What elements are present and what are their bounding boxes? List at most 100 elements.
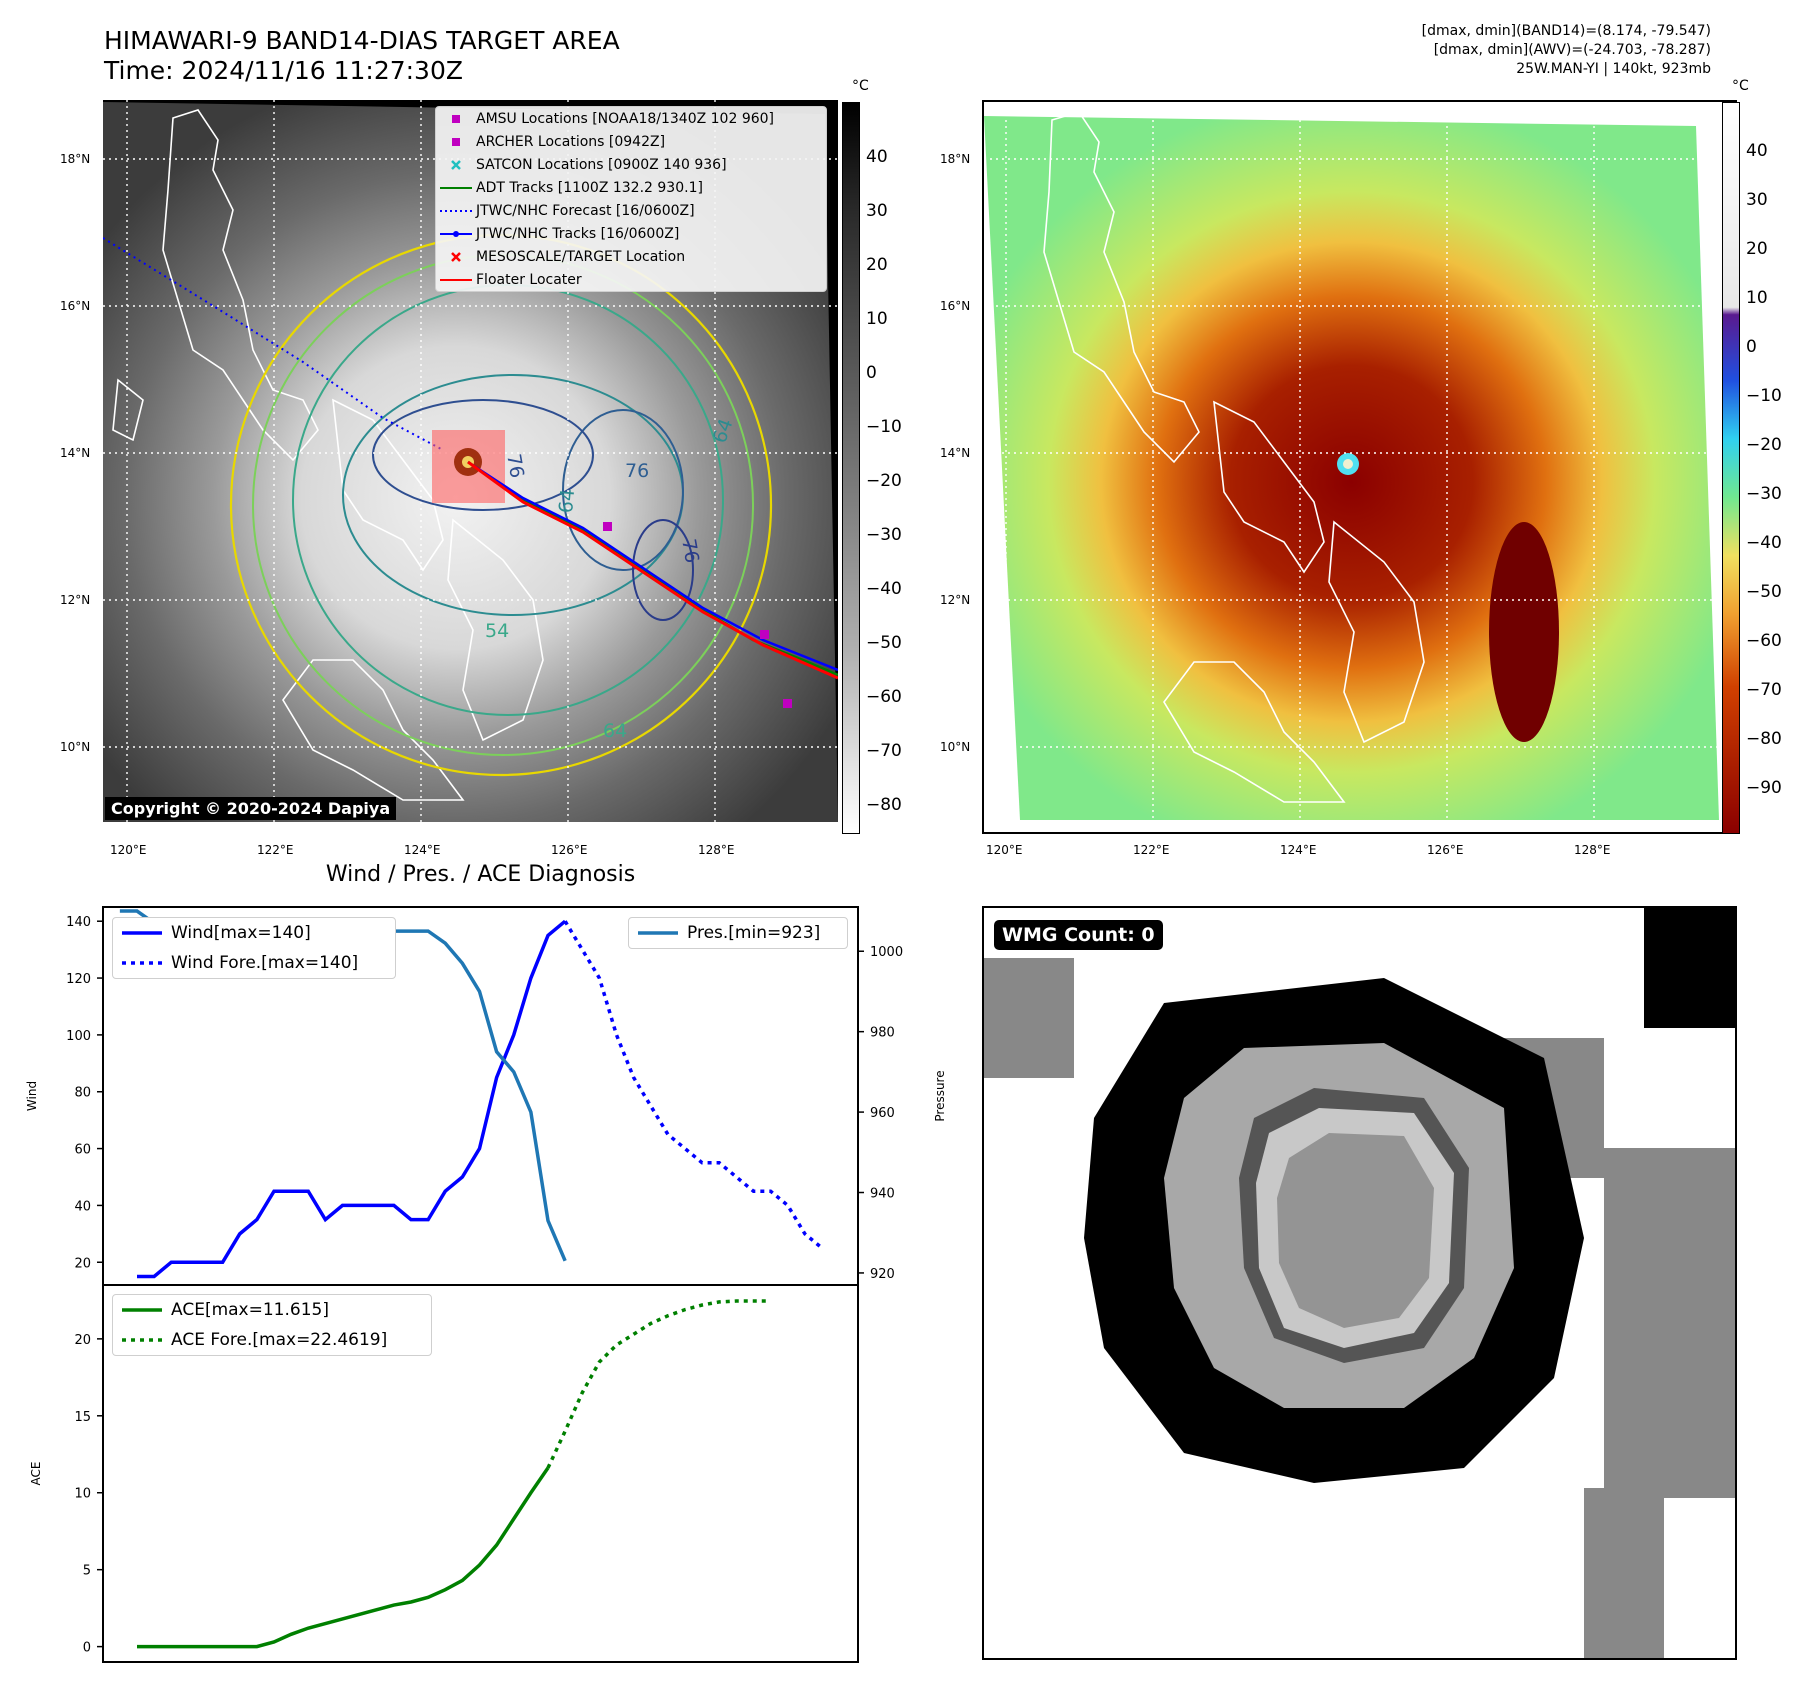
pres-legend: Pres.[min=923] [628, 917, 848, 949]
colorbar2-tick: −40 [1746, 533, 1782, 553]
lon-label: 124°E [1280, 843, 1317, 857]
lon-label: 128°E [1574, 843, 1611, 857]
lon-label: 122°E [257, 843, 294, 857]
legend-item: Wind[max=140] [122, 923, 311, 943]
lat-label: 14°N [940, 446, 971, 460]
colorbar1-tick: 40 [866, 147, 888, 167]
legend-item: Floater Locater [440, 271, 582, 288]
lat-label: 16°N [940, 299, 971, 313]
ace-ytick-label: 10 [74, 1487, 91, 1502]
lat-label: 12°N [60, 593, 91, 607]
wind-ytick-label: 120 [66, 972, 91, 987]
legend-item: ACE Fore.[max=22.4619] [122, 1330, 388, 1350]
pres-axis-label: Pressure [933, 1070, 947, 1121]
colorbar2-tick: −50 [1746, 582, 1782, 602]
colorbar2-tick: −20 [1746, 435, 1782, 455]
ace-ytick-label: 0 [83, 1641, 91, 1656]
contour-label: 76 [625, 460, 650, 482]
wind-ytick-label: 20 [74, 1256, 91, 1271]
lon-label: 128°E [698, 843, 735, 857]
contour-label: 64 [603, 720, 628, 742]
colorbar2-tick: 20 [1746, 239, 1768, 259]
lon-label: 124°E [404, 843, 441, 857]
contour-label: 54 [485, 620, 510, 642]
colorbar2-tick: −60 [1746, 631, 1782, 651]
wind-legend: Wind[max=140] Wind Fore.[max=140] [112, 917, 396, 979]
lat-label: 18°N [940, 152, 971, 166]
wind-forecast-line [563, 920, 824, 1250]
lat-label: 18°N [60, 152, 91, 166]
colorbar2-tick: −80 [1746, 729, 1782, 749]
copyright-badge: Copyright © 2020-2024 Dapiya [105, 797, 397, 820]
lat-label: 10°N [940, 740, 971, 754]
wind-ytick-label: 60 [74, 1143, 91, 1158]
legend-item: MESOSCALE/TARGET Location [436, 245, 826, 268]
pres-ytick-label: 1000 [870, 945, 903, 960]
wind-ytick-label: 40 [74, 1199, 91, 1214]
colorbar1-tick: 20 [866, 255, 888, 275]
wind-axis-label: Wind [25, 1081, 39, 1111]
lat-label: 16°N [60, 299, 91, 313]
ace-chart-frame [102, 1284, 859, 1663]
legend-item: JTWC/NHC Tracks [16/0600Z] [436, 222, 826, 245]
awv-map [982, 100, 1737, 834]
figure-time: Time: 2024/11/16 11:27:30Z [104, 56, 463, 85]
colorbar2-tick: −30 [1746, 484, 1782, 504]
ace-line [137, 1466, 550, 1649]
colorbar2-tick: 30 [1746, 190, 1768, 210]
legend-item: ARCHER Locations [0942Z] [436, 130, 826, 153]
figure-title: HIMAWARI-9 BAND14-DIAS TARGET AREA [104, 26, 620, 55]
pres-ytick-label: 940 [870, 1187, 895, 1202]
colorbar1-tick: −30 [866, 525, 902, 545]
legend-item: ACE[max=11.615] [122, 1300, 329, 1320]
colorbar1-tick: −80 [866, 795, 902, 815]
awv-map-image [984, 102, 1735, 832]
info-awv: [dmax, dmin](AWV)=(-24.703, -78.287) [1433, 42, 1711, 58]
wind-ytick-label: 100 [66, 1029, 91, 1044]
ace-axis-label: ACE [29, 1462, 43, 1486]
colorbar1-tick: 0 [866, 363, 877, 383]
colorbar2-tick: −10 [1746, 386, 1782, 406]
legend-item: ADT Tracks [1100Z 132.2 930.1] [440, 179, 703, 196]
colorbar1-tick: −60 [866, 687, 902, 707]
lon-label: 120°E [110, 843, 147, 857]
lat-label: 12°N [940, 593, 971, 607]
pres-ytick-label: 960 [870, 1106, 895, 1121]
info-storm: 25W.MAN-YI | 140kt, 923mb [1516, 61, 1711, 77]
ace-forecast-line [546, 1299, 771, 1469]
colorbar2-tick: 10 [1746, 288, 1768, 308]
lat-label: 10°N [60, 740, 91, 754]
colorbar1-unit: °C [852, 78, 869, 94]
lon-label: 126°E [1427, 843, 1464, 857]
ace-ytick-label: 20 [74, 1333, 91, 1348]
colorbar1-tick: −50 [866, 633, 902, 653]
legend-item: AMSU Locations [NOAA18/1340Z 102 960] [436, 107, 826, 130]
wmg-image [984, 908, 1735, 1658]
colorbar2-tick: −70 [1746, 680, 1782, 700]
colorbar1-tick: −20 [866, 471, 902, 491]
legend-item: Wind Fore.[max=140] [122, 953, 359, 973]
wind-ytick-label: 140 [66, 915, 91, 930]
colorbar2-tick: 40 [1746, 141, 1768, 161]
ace-legend: ACE[max=11.615] ACE Fore.[max=22.4619] [112, 1294, 432, 1356]
wmg-count-badge: WMG Count: 0 [994, 920, 1163, 950]
diag-title: Wind / Pres. / ACE Diagnosis [325, 862, 636, 887]
ace-ytick-label: 15 [74, 1410, 91, 1425]
colorbar1 [842, 102, 860, 834]
colorbar2-tick: −90 [1746, 778, 1782, 798]
legend-item: JTWC/NHC Forecast [16/0600Z] [440, 202, 695, 219]
colorbar2-tick: 0 [1746, 337, 1757, 357]
colorbar1-tick: −10 [866, 417, 902, 437]
wmg-panel: WMG Count: 0 [982, 906, 1737, 1660]
wind-ytick-label: 80 [74, 1086, 91, 1101]
lat-label: 14°N [60, 446, 91, 460]
legend-item: SATCON Locations [0900Z 140 936] [436, 153, 826, 176]
band14-map: 76 64 76 64 54 76 64 AMSU Locations [NOA… [103, 100, 838, 822]
colorbar2 [1722, 102, 1740, 834]
ace-ytick-label: 5 [83, 1564, 91, 1579]
lon-label: 126°E [551, 843, 588, 857]
colorbar1-tick: −70 [866, 741, 902, 761]
colorbar1-tick: 10 [866, 309, 888, 329]
pres-ytick-label: 920 [870, 1267, 895, 1282]
